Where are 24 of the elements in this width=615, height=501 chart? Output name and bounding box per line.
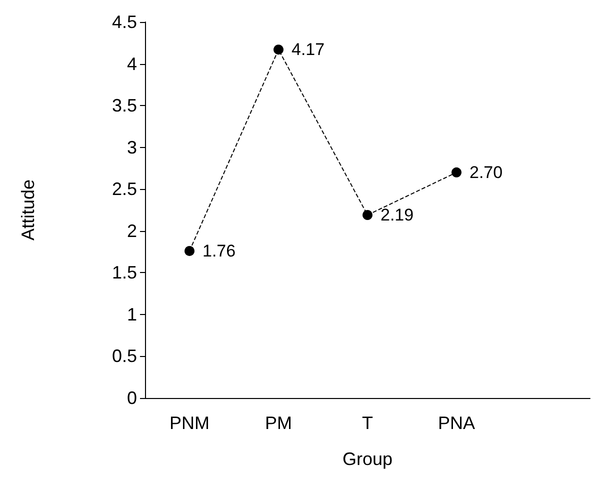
x-tick-label: PNA <box>438 413 476 433</box>
data-label: 1.76 <box>202 241 236 260</box>
data-label: 4.17 <box>292 40 325 60</box>
point <box>274 44 284 55</box>
y-tick-label: 3.5 <box>112 96 137 116</box>
y-tick-label: 1.5 <box>112 262 137 283</box>
y-tick-label: 1 <box>126 304 137 324</box>
y-tick-label: 4 <box>126 54 137 74</box>
x-tick-label: T <box>362 413 373 433</box>
y-tick-label: 0 <box>126 388 137 408</box>
y-tick-label: 2 <box>126 220 137 241</box>
data-label: 2.19 <box>380 206 414 225</box>
point <box>362 210 372 220</box>
x-tick-label: PNM <box>170 413 210 433</box>
y-tick-label: 4.5 <box>112 12 137 32</box>
y-tick-label: 2.5 <box>112 179 137 200</box>
y-tick-label: 0.5 <box>112 346 137 366</box>
data-label: 2.70 <box>470 162 503 182</box>
x-tick-label: PM <box>265 413 292 433</box>
y-axis-title: Attitude <box>18 179 38 241</box>
y-tick-label: 3 <box>126 137 137 158</box>
point <box>184 246 194 256</box>
x-axis-title: Group <box>342 449 393 469</box>
point <box>452 167 462 178</box>
